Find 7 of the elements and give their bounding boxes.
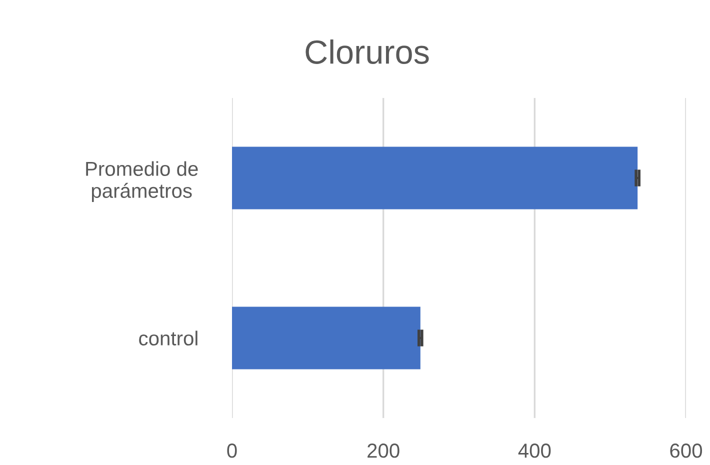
x-tick-label: 400 xyxy=(518,444,551,458)
chart-title: Cloruros xyxy=(306,39,429,64)
x-tick-label: 200 xyxy=(368,444,400,458)
y-tick-label: Promedio de parámetros xyxy=(86,161,198,202)
x-tick-label: 0 xyxy=(227,444,237,458)
y-tick-label: control xyxy=(139,330,198,346)
x-tick-label: 600 xyxy=(670,444,702,458)
